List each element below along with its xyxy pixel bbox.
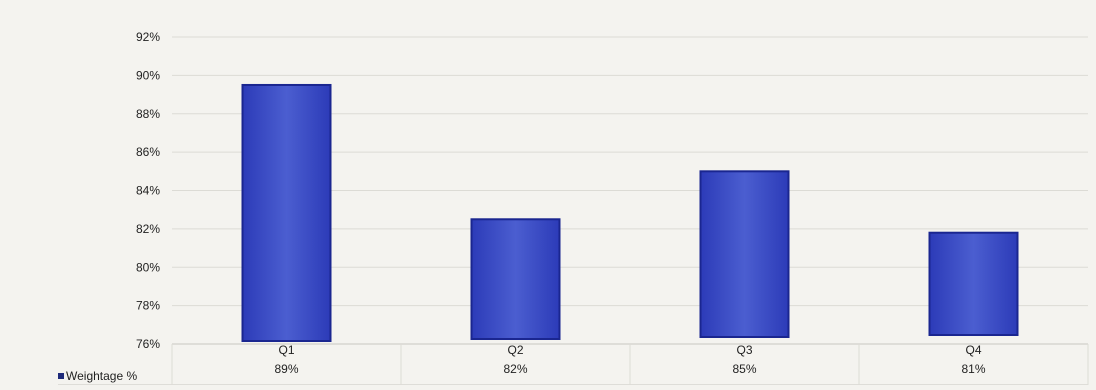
data-label: 82% — [503, 362, 527, 376]
y-tick-label: 84% — [136, 184, 160, 198]
x-tick-label: Q4 — [965, 343, 981, 357]
bar-q4 — [928, 231, 1019, 336]
bar-q2 — [470, 218, 561, 340]
y-tick-label: 90% — [136, 68, 160, 82]
data-label: 81% — [961, 362, 985, 376]
bar-q3 — [699, 170, 790, 338]
data-label: 85% — [732, 362, 756, 376]
data-label: 89% — [274, 362, 298, 376]
x-tick-label: Q1 — [278, 343, 294, 357]
x-tick-label: Q2 — [507, 343, 523, 357]
y-tick-label: 88% — [136, 107, 160, 121]
legend-swatch — [58, 373, 64, 379]
y-tick-label: 82% — [136, 222, 160, 236]
y-tick-label: 92% — [136, 30, 160, 44]
x-tick-label: Q3 — [736, 343, 752, 357]
legend-label: Weightage % — [66, 369, 137, 383]
y-tick-label: 80% — [136, 260, 160, 274]
y-tick-label: 76% — [136, 337, 160, 351]
y-tick-label: 86% — [136, 145, 160, 159]
y-tick-label: 78% — [136, 299, 160, 313]
bar-q1 — [241, 83, 332, 342]
